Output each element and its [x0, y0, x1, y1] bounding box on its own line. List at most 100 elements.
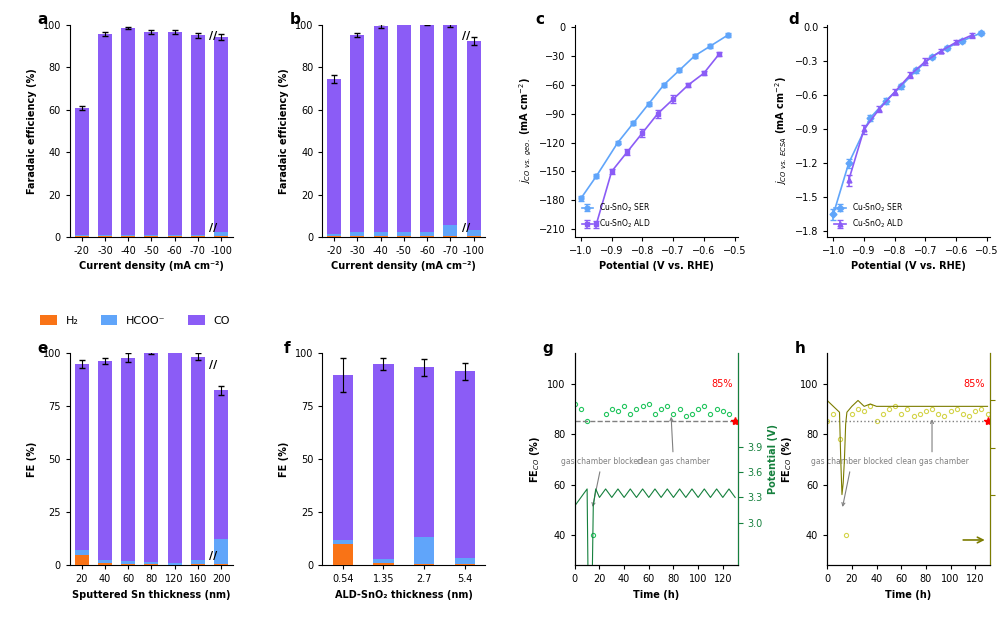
Bar: [455, 558, 475, 564]
Bar: [168, 563, 182, 565]
Text: gas chamber blocked: gas chamber blocked: [811, 457, 893, 506]
Bar: [374, 26, 388, 232]
Bar: [214, 391, 228, 539]
Text: h: h: [795, 341, 805, 355]
Bar: [374, 236, 388, 237]
X-axis label: Time (h): Time (h): [633, 590, 679, 600]
Bar: [414, 367, 434, 536]
Bar: [98, 361, 112, 560]
Bar: [98, 35, 112, 236]
Y-axis label: FE$_{CO}$ (%): FE$_{CO}$ (%): [780, 436, 794, 483]
Legend: Cu-SnO$_2$ SER, Cu-SnO$_2$ ALD: Cu-SnO$_2$ SER, Cu-SnO$_2$ ALD: [831, 198, 906, 233]
Bar: [420, 24, 434, 232]
Text: //: //: [462, 31, 470, 41]
Text: c: c: [536, 13, 545, 28]
Y-axis label: FE (%): FE (%): [27, 441, 37, 477]
Text: e: e: [37, 341, 48, 355]
Bar: [397, 236, 411, 237]
Text: a: a: [37, 13, 48, 28]
X-axis label: Current density (mA cm⁻²): Current density (mA cm⁻²): [331, 261, 476, 271]
Text: clean gas chamber: clean gas chamber: [896, 421, 968, 467]
Bar: [144, 562, 158, 564]
X-axis label: Potential (V vs. RHE): Potential (V vs. RHE): [599, 261, 714, 271]
Bar: [420, 236, 434, 237]
Text: gas chamber blocked: gas chamber blocked: [561, 457, 643, 506]
Text: g: g: [542, 341, 553, 355]
X-axis label: Potential (V vs. RHE): Potential (V vs. RHE): [851, 261, 966, 271]
Bar: [191, 235, 205, 236]
Bar: [350, 35, 364, 232]
Bar: [98, 560, 112, 563]
Bar: [144, 236, 158, 237]
X-axis label: Sputtered Sn thickness (nm): Sputtered Sn thickness (nm): [72, 590, 231, 600]
Bar: [350, 232, 364, 236]
Bar: [168, 236, 182, 237]
Bar: [98, 563, 112, 565]
Bar: [350, 236, 364, 237]
Bar: [168, 32, 182, 236]
Bar: [214, 539, 228, 564]
Bar: [443, 236, 457, 237]
Bar: [374, 232, 388, 236]
X-axis label: Current density (mA cm⁻²): Current density (mA cm⁻²): [79, 261, 224, 271]
Text: 85%: 85%: [964, 379, 985, 389]
Bar: [373, 559, 394, 563]
Bar: [191, 36, 205, 235]
Bar: [397, 20, 411, 232]
Bar: [327, 79, 341, 234]
X-axis label: ALD-SnO₂ thickness (nm): ALD-SnO₂ thickness (nm): [335, 590, 473, 600]
Bar: [214, 232, 228, 236]
Bar: [191, 560, 205, 564]
Bar: [121, 28, 135, 236]
Text: b: b: [290, 13, 301, 28]
Bar: [443, 225, 457, 236]
Bar: [75, 364, 89, 550]
Bar: [98, 236, 112, 237]
Bar: [191, 236, 205, 237]
Legend: Cu-SnO$_2$ SER, Cu-SnO$_2$ ALD: Cu-SnO$_2$ SER, Cu-SnO$_2$ ALD: [579, 198, 654, 233]
Bar: [121, 561, 135, 564]
Bar: [455, 564, 475, 565]
Text: 85%: 85%: [711, 379, 733, 389]
Bar: [121, 236, 135, 237]
Bar: [467, 229, 481, 236]
Bar: [121, 564, 135, 565]
Text: //: //: [209, 31, 217, 41]
Bar: [75, 555, 89, 565]
Bar: [333, 540, 353, 544]
Bar: [373, 563, 394, 565]
Bar: [191, 564, 205, 565]
Bar: [455, 371, 475, 558]
Bar: [168, 349, 182, 563]
Text: //: //: [209, 360, 217, 370]
X-axis label: Time (h): Time (h): [885, 590, 932, 600]
Bar: [467, 41, 481, 229]
Bar: [327, 236, 341, 237]
Text: d: d: [788, 13, 799, 28]
Bar: [214, 236, 228, 237]
Bar: [214, 564, 228, 565]
Y-axis label: Potential (V): Potential (V): [768, 425, 778, 494]
Text: f: f: [283, 341, 290, 355]
Bar: [144, 32, 158, 236]
Bar: [397, 232, 411, 236]
Bar: [420, 232, 434, 236]
Bar: [75, 236, 89, 237]
Bar: [373, 364, 394, 559]
Y-axis label: Faradaic efficiency (%): Faradaic efficiency (%): [27, 68, 37, 194]
Bar: [414, 536, 434, 564]
Text: //: //: [209, 551, 217, 561]
Bar: [75, 550, 89, 555]
Text: clean gas chamber: clean gas chamber: [637, 418, 710, 467]
Text: //: //: [462, 223, 470, 233]
Bar: [144, 564, 158, 565]
Y-axis label: Faradaic efficiency (%): Faradaic efficiency (%): [279, 68, 289, 194]
Bar: [414, 564, 434, 565]
Bar: [75, 109, 89, 236]
Bar: [443, 24, 457, 225]
Text: //: //: [209, 223, 217, 233]
Bar: [333, 544, 353, 565]
Y-axis label: FE (%): FE (%): [279, 441, 289, 477]
Bar: [467, 236, 481, 237]
Bar: [214, 37, 228, 232]
